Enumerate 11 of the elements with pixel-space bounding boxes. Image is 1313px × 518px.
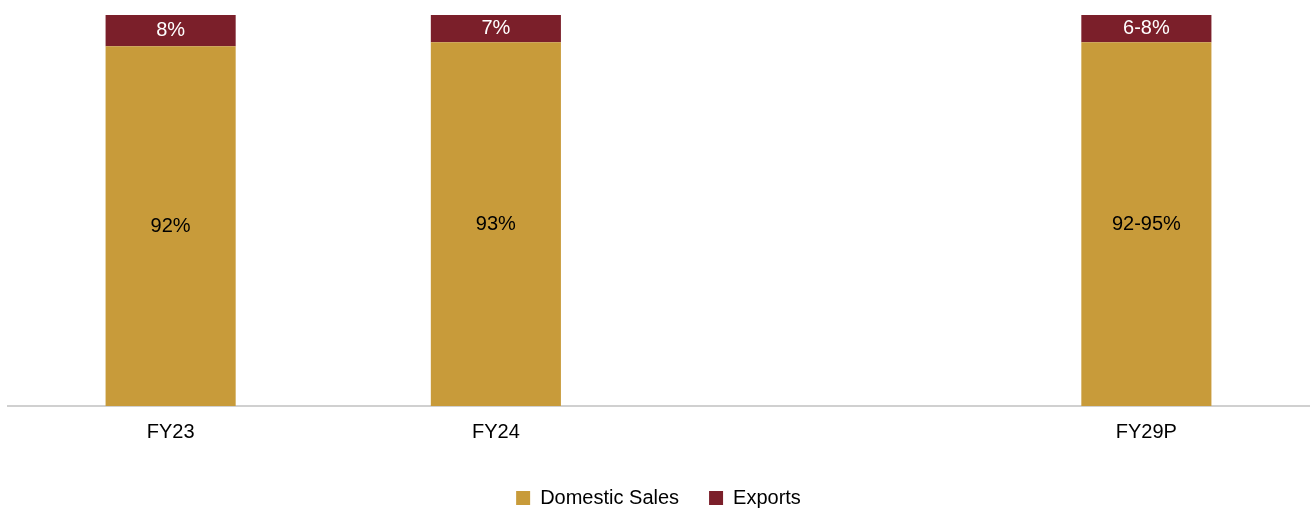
x-tick-label: FY24 bbox=[471, 419, 520, 442]
annotation: 6-8% bbox=[1123, 16, 1170, 39]
x-tick-label: FY29P bbox=[1115, 419, 1177, 442]
legend-label: Exports bbox=[733, 485, 801, 508]
data-label: 93% bbox=[475, 211, 517, 234]
data-label: 7% bbox=[481, 16, 511, 39]
x-tick-label: FY23 bbox=[146, 419, 195, 442]
data-label: 92% bbox=[150, 213, 191, 236]
annotation: 92-95% bbox=[1111, 211, 1182, 234]
legend-label: Domestic Sales bbox=[540, 485, 680, 508]
data-label: 8% bbox=[156, 18, 186, 41]
